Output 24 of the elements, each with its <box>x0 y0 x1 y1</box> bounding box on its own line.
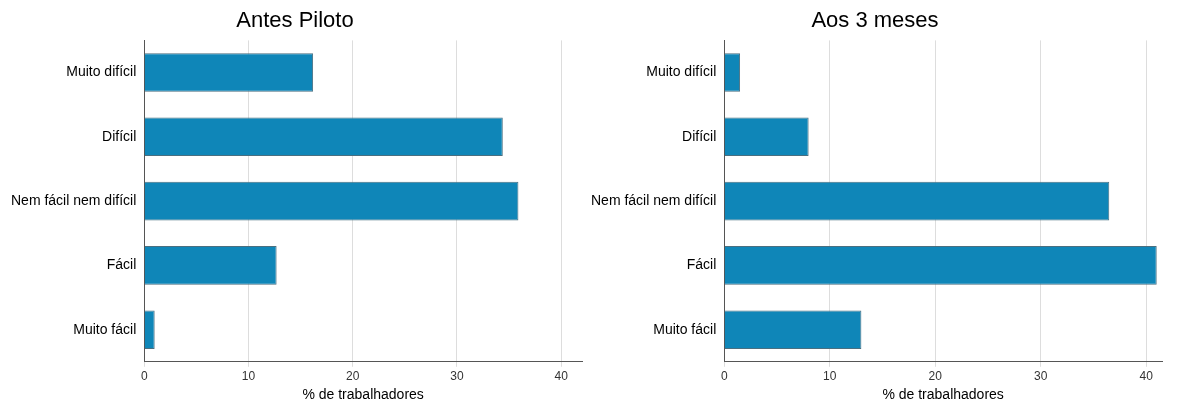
y-tick-label: Fácil <box>106 256 137 273</box>
x-tick-label: 20 <box>928 369 943 384</box>
y-tick-label: Nem fácil nem difícil <box>10 191 137 208</box>
x-tick-label: 10 <box>823 369 837 384</box>
x-tick-label: 10 <box>241 369 256 384</box>
x-tick-label: 0 <box>720 369 728 384</box>
x-tick-label: 30 <box>450 369 464 384</box>
y-tick-label: Difícil <box>102 127 137 144</box>
x-axis-title: % de trabalhadores <box>882 386 1004 403</box>
y-tick-label: Muito difícil <box>66 63 137 80</box>
chart-title: Antes Piloto <box>236 7 354 33</box>
y-tick-label: Muito fácil <box>653 320 717 337</box>
y-tick-label: Muito difícil <box>646 63 717 80</box>
x-tick-label: 40 <box>554 369 569 384</box>
y-tick-label: Difícil <box>682 127 717 144</box>
y-tick-label: Nem fácil nem difícil <box>590 191 717 208</box>
x-tick-label: 0 <box>140 369 148 384</box>
x-tick-label: 30 <box>1034 369 1048 384</box>
chart-title: Aos 3 meses <box>811 7 939 33</box>
x-tick-label: 20 <box>346 369 360 384</box>
x-tick-label: 40 <box>1139 369 1154 384</box>
y-tick-label: Muito fácil <box>73 320 137 337</box>
x-axis-title: % de trabalhadores <box>302 386 424 403</box>
y-tick-label: Fácil <box>686 256 717 273</box>
